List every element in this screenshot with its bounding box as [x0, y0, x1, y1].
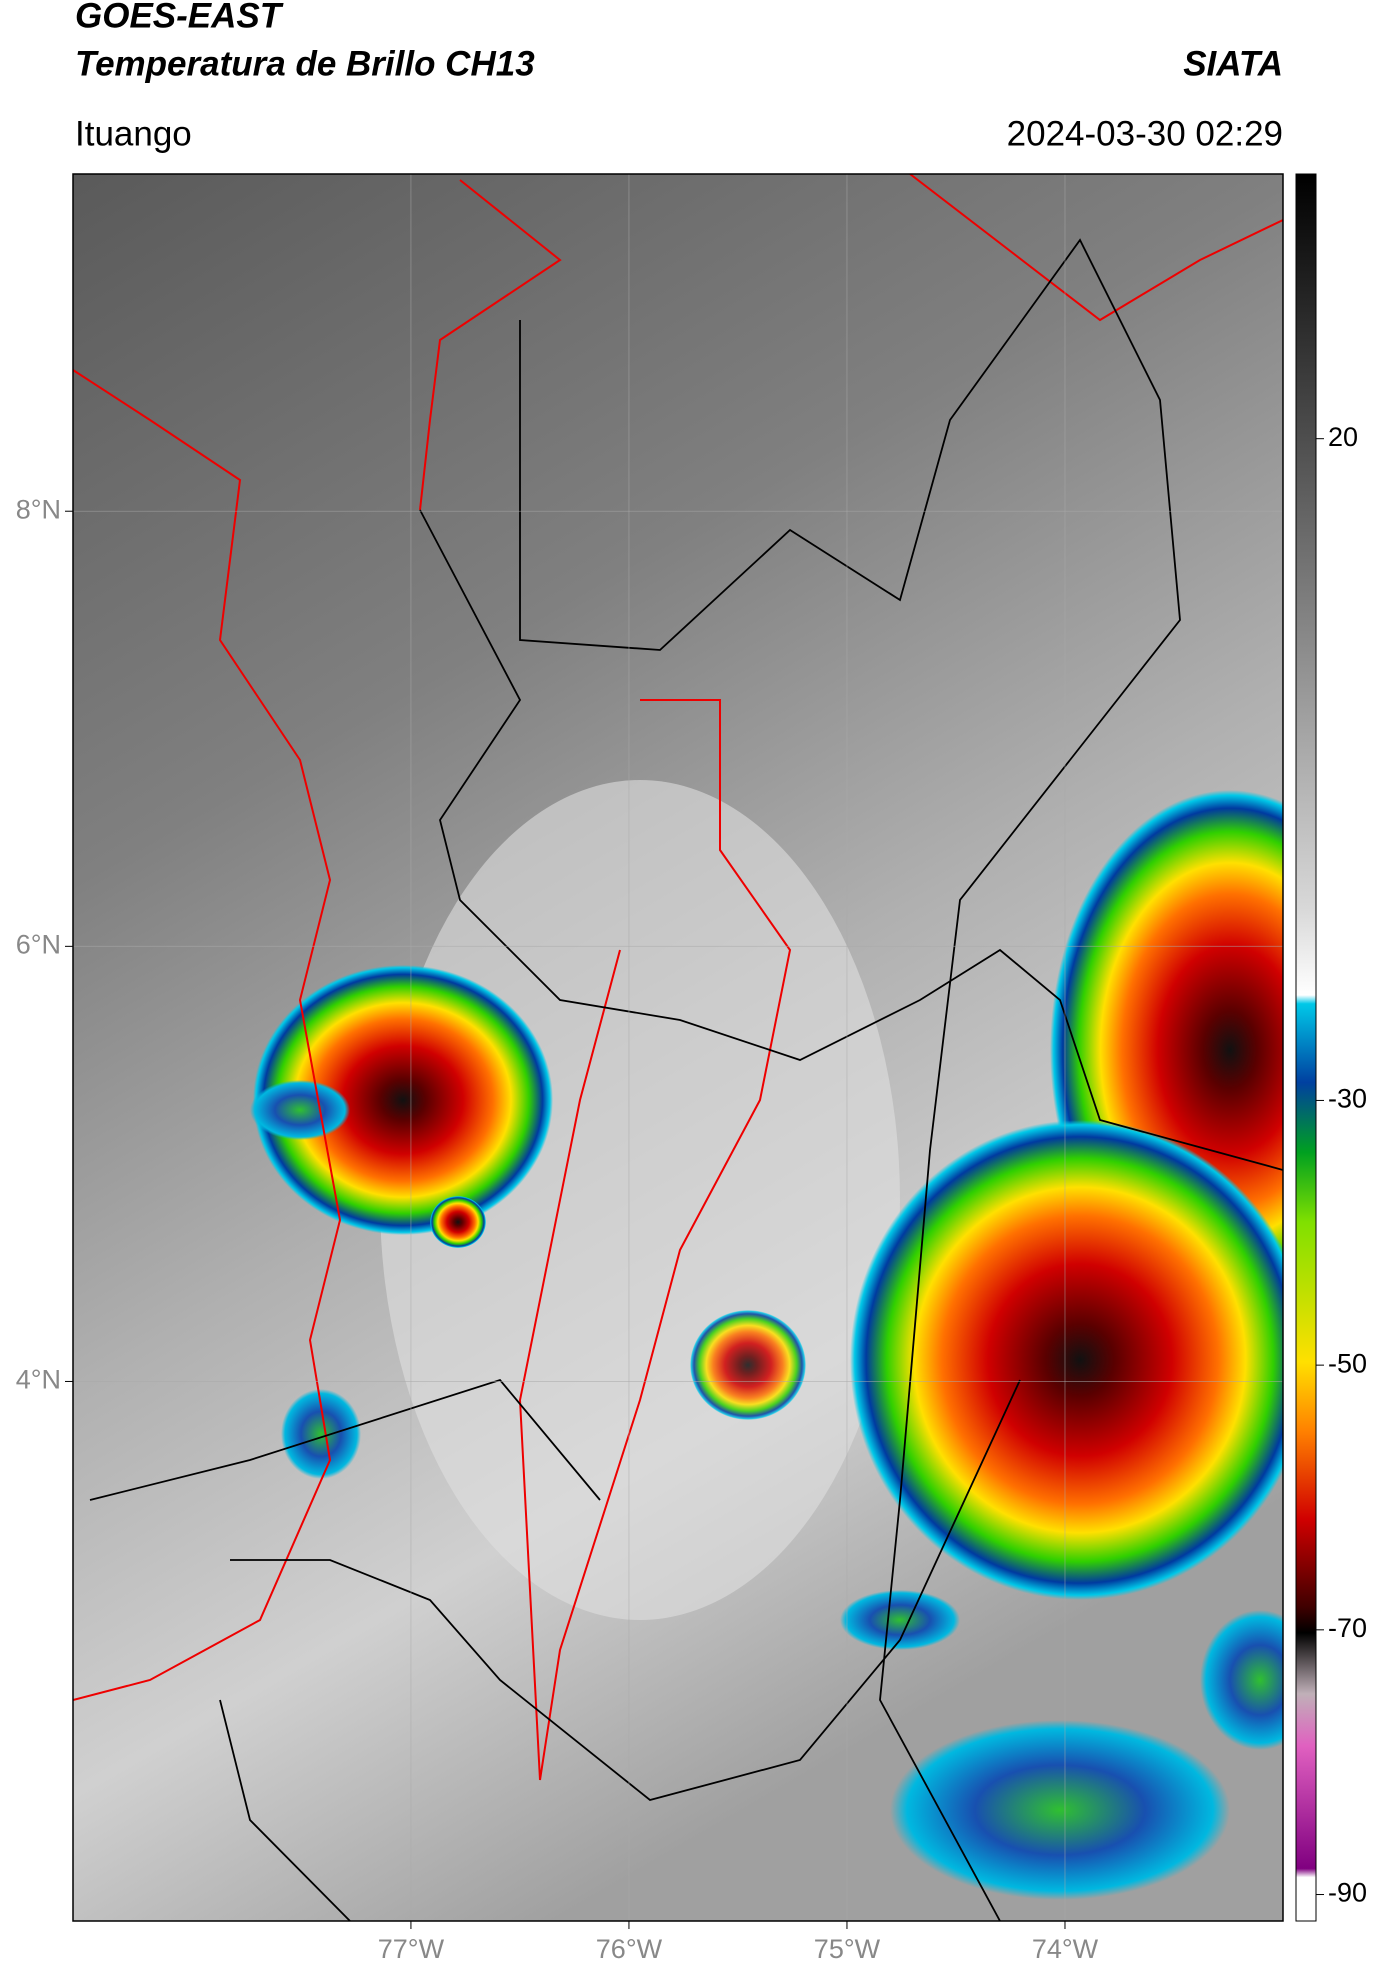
lon-label: 77°W	[378, 1934, 445, 1964]
storm	[890, 1720, 1230, 1900]
title: GOES-EAST	[75, 0, 284, 35]
border-line	[73, 174, 1283, 1781]
ticks: 8°N 6°N 4°N 77°W 76°W 75°W 74°W 20 -30 -50 -70 -90	[16, 422, 1367, 1964]
lon-label: 74°W	[1032, 1934, 1099, 1964]
storm	[840, 1590, 960, 1650]
storm	[430, 1196, 486, 1248]
boundary-line	[89, 238, 1283, 1921]
colorbar-label: -30	[1328, 1084, 1367, 1114]
lat-label: 6°N	[16, 929, 61, 959]
source: SIATA	[1183, 44, 1283, 83]
colorbar	[1295, 173, 1317, 1922]
colorbar-label: -50	[1328, 1348, 1367, 1378]
storm	[1200, 1610, 1283, 1750]
lat-label: 4°N	[16, 1365, 61, 1395]
subtitle: Temperatura de Brillo CH13	[75, 44, 535, 83]
map-frame	[72, 173, 1284, 1922]
lat-label: 8°N	[16, 494, 61, 524]
timestamp: 2024-03-30 02:29	[1007, 114, 1283, 153]
colorbar-label: 20	[1328, 422, 1358, 452]
storm	[253, 965, 553, 1235]
lon-label: 76°W	[596, 1934, 663, 1964]
colorbar-label: -70	[1328, 1613, 1367, 1643]
location: Ituango	[75, 114, 192, 153]
colorbar-label: -90	[1328, 1878, 1367, 1908]
lon-label: 75°W	[814, 1934, 881, 1964]
map-area	[73, 174, 1283, 1921]
storm	[281, 1389, 361, 1479]
graticule	[73, 174, 1283, 1921]
storm	[690, 1310, 806, 1420]
storm	[250, 1080, 350, 1140]
storm	[850, 1120, 1283, 1600]
